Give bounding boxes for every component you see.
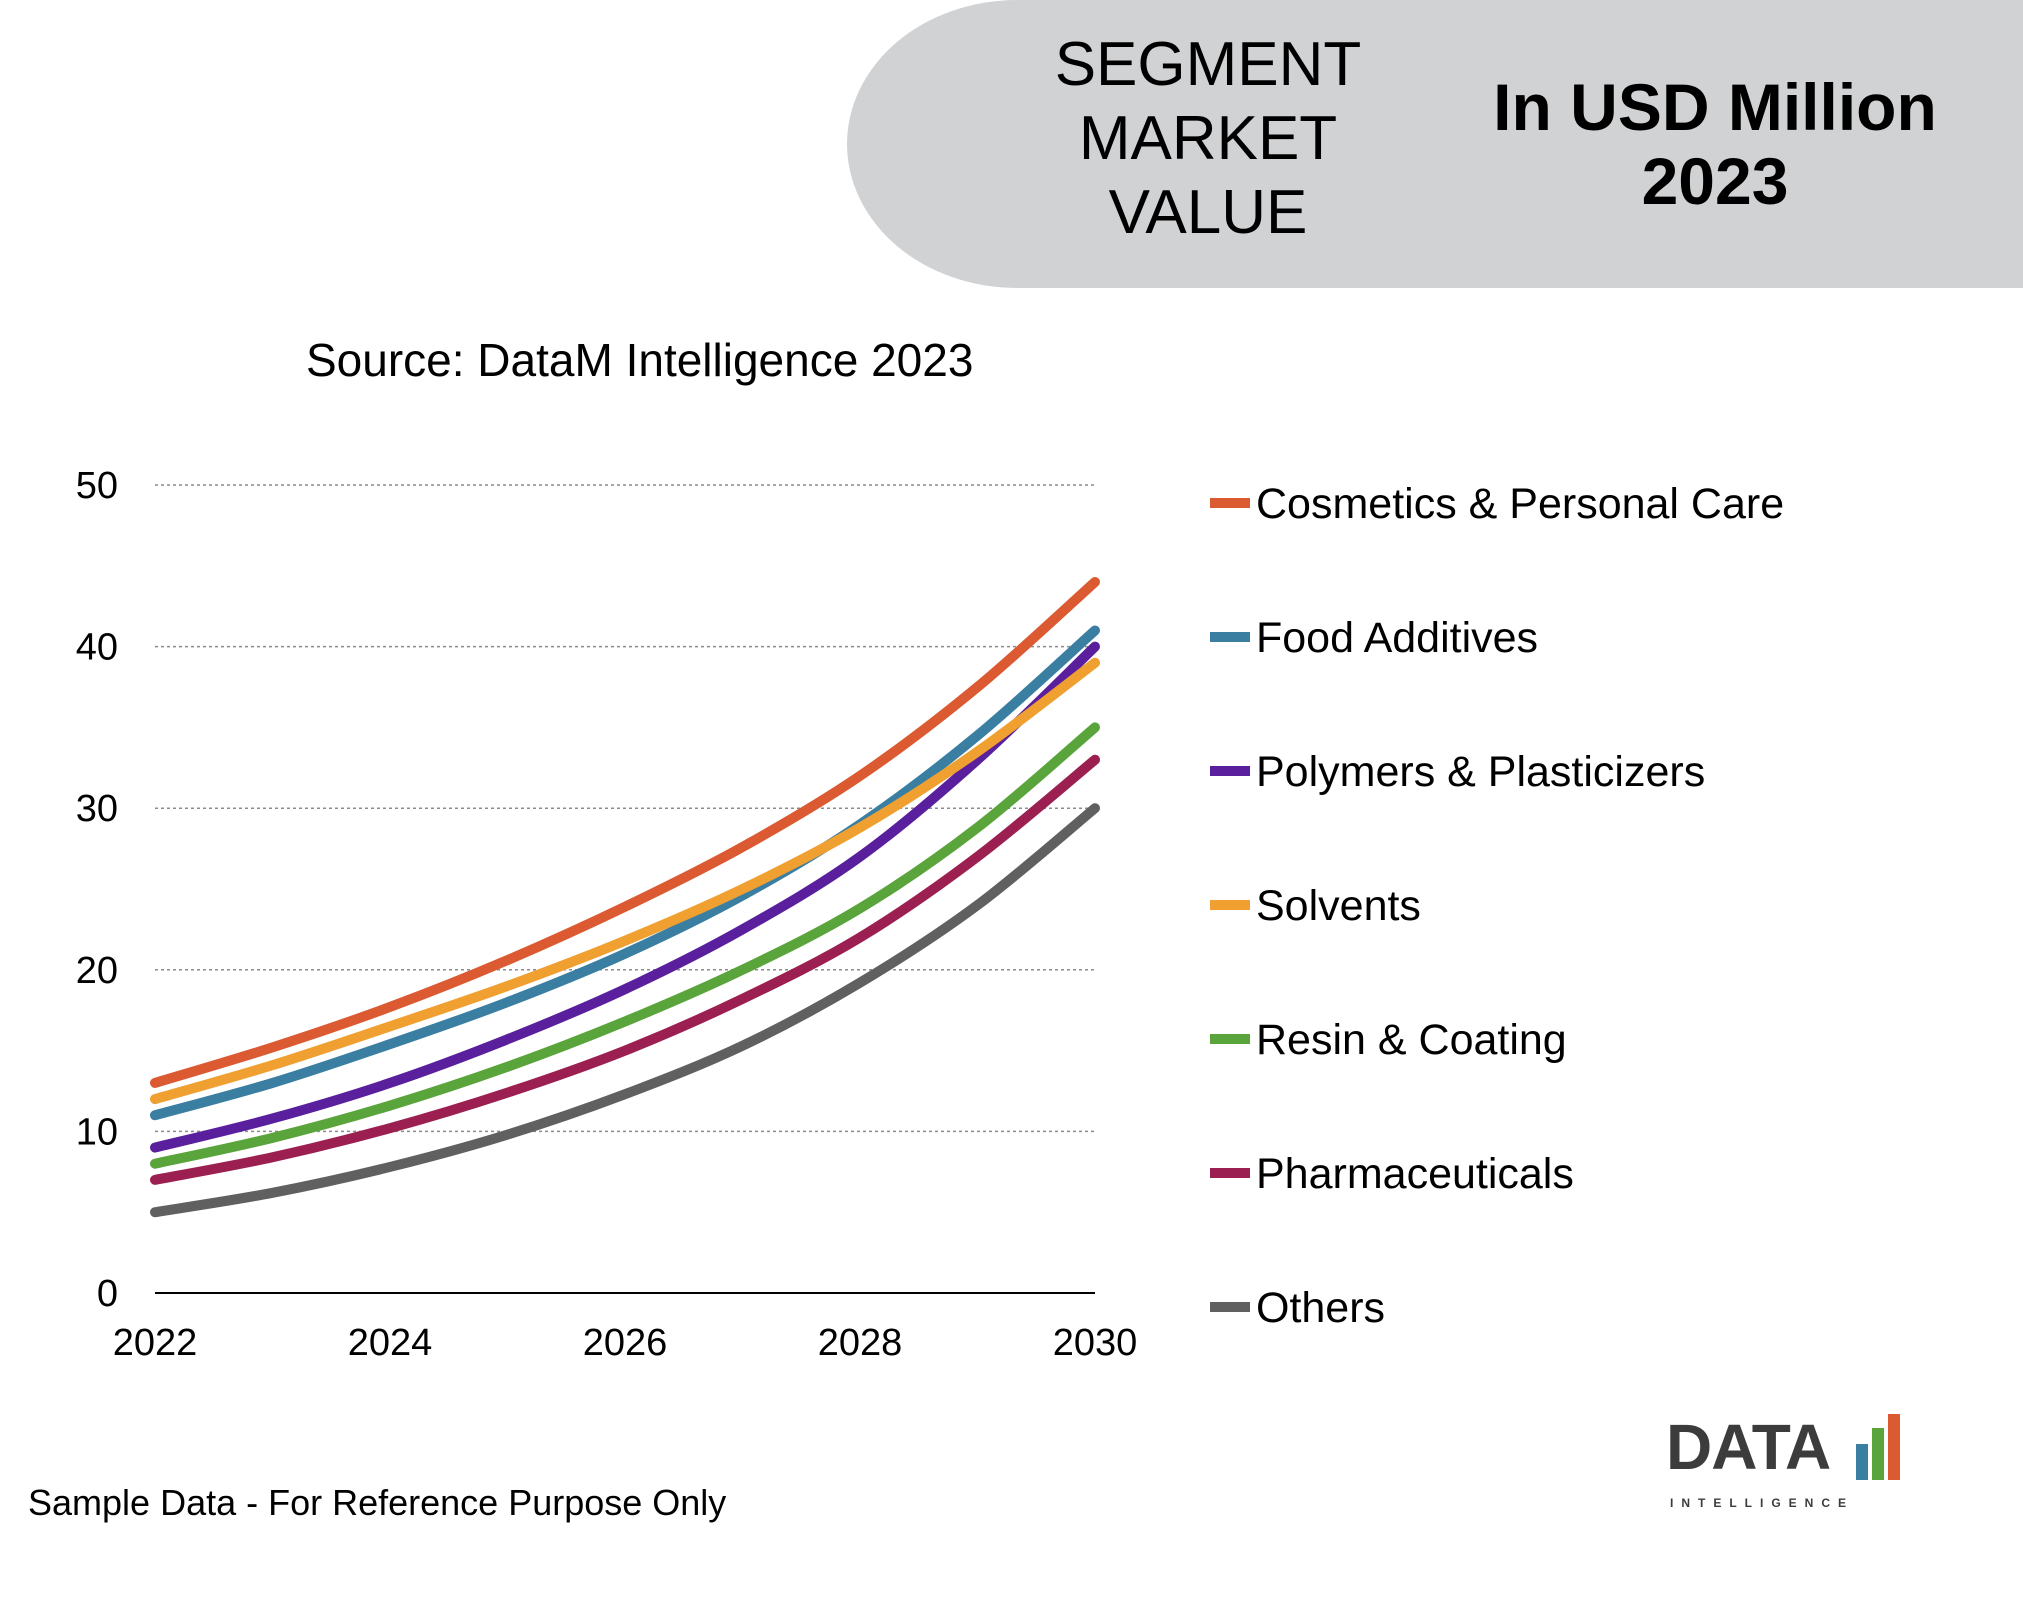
logo-subtitle: INTELLIGENCE <box>1670 1496 1855 1510</box>
header-band <box>847 0 2023 288</box>
legend-label: Food Additives <box>1256 614 1538 662</box>
unit-title: In USD Million 2023 <box>1470 70 1960 218</box>
logo-bar-icon <box>1856 1444 1868 1480</box>
legend-label: Polymers & Plasticizers <box>1256 748 1705 796</box>
segment-title-line-2: MARKET <box>1078 104 1338 173</box>
footnote: Sample Data - For Reference Purpose Only <box>28 1482 727 1523</box>
series-line <box>150 803 1100 1218</box>
legend-label: Resin & Coating <box>1256 1016 1567 1064</box>
series-line <box>150 625 1100 1121</box>
series-line <box>150 657 1100 1105</box>
legend-swatch <box>1210 766 1250 776</box>
y-tick-label: 0 <box>97 1273 118 1315</box>
source-label: Source: DataM Intelligence 2023 <box>306 334 974 386</box>
x-tick-label: 2026 <box>583 1322 668 1364</box>
year-line: 2023 <box>1641 144 1789 218</box>
segment-market-value-title: SEGMENT MARKET VALUE <box>1028 28 1388 250</box>
logo-bar-icon <box>1872 1428 1884 1480</box>
logo-bar-icon <box>1888 1414 1900 1480</box>
gridlines <box>155 484 1095 1294</box>
legend-label: Solvents <box>1256 882 1421 930</box>
x-tick-label: 2022 <box>113 1322 198 1364</box>
legend-swatch <box>1210 632 1250 642</box>
y-axis-ticks: 0 10 20 30 40 50 <box>76 465 118 1315</box>
legend-swatch <box>1210 1168 1250 1178</box>
x-tick-label: 2030 <box>1053 1322 1138 1364</box>
series-line <box>150 722 1100 1169</box>
unit-line: In USD Million <box>1493 70 1937 144</box>
y-tick-label: 20 <box>76 950 118 992</box>
legend-swatch <box>1210 900 1250 910</box>
y-tick-label: 10 <box>76 1111 118 1153</box>
x-axis-ticks: 2022 2024 2026 2028 2030 <box>113 1322 1138 1364</box>
segment-title-line-3: VALUE <box>1108 178 1308 247</box>
logo-word: DATA <box>1666 1411 1831 1483</box>
y-tick-label: 50 <box>76 465 118 507</box>
legend-swatch <box>1210 1034 1250 1044</box>
legend: Cosmetics & Personal Care Food Additives P… <box>1210 480 1784 1332</box>
legend-swatch <box>1210 1302 1250 1312</box>
series-line <box>150 576 1100 1088</box>
segment-title-line-1: SEGMENT <box>1054 30 1362 99</box>
legend-label: Cosmetics & Personal Care <box>1256 480 1784 528</box>
legend-label: Pharmaceuticals <box>1256 1150 1574 1198</box>
legend-swatch <box>1210 498 1250 508</box>
series-line <box>150 641 1100 1153</box>
x-tick-label: 2024 <box>348 1322 433 1364</box>
series-lines <box>150 576 1100 1218</box>
datam-intelligence-logo: DATA INTELLIGENCE <box>1666 1396 1900 1524</box>
series-line <box>150 754 1100 1185</box>
y-tick-label: 40 <box>76 627 118 669</box>
x-tick-label: 2028 <box>818 1322 903 1364</box>
y-tick-label: 30 <box>76 788 118 830</box>
legend-label: Others <box>1256 1284 1385 1332</box>
